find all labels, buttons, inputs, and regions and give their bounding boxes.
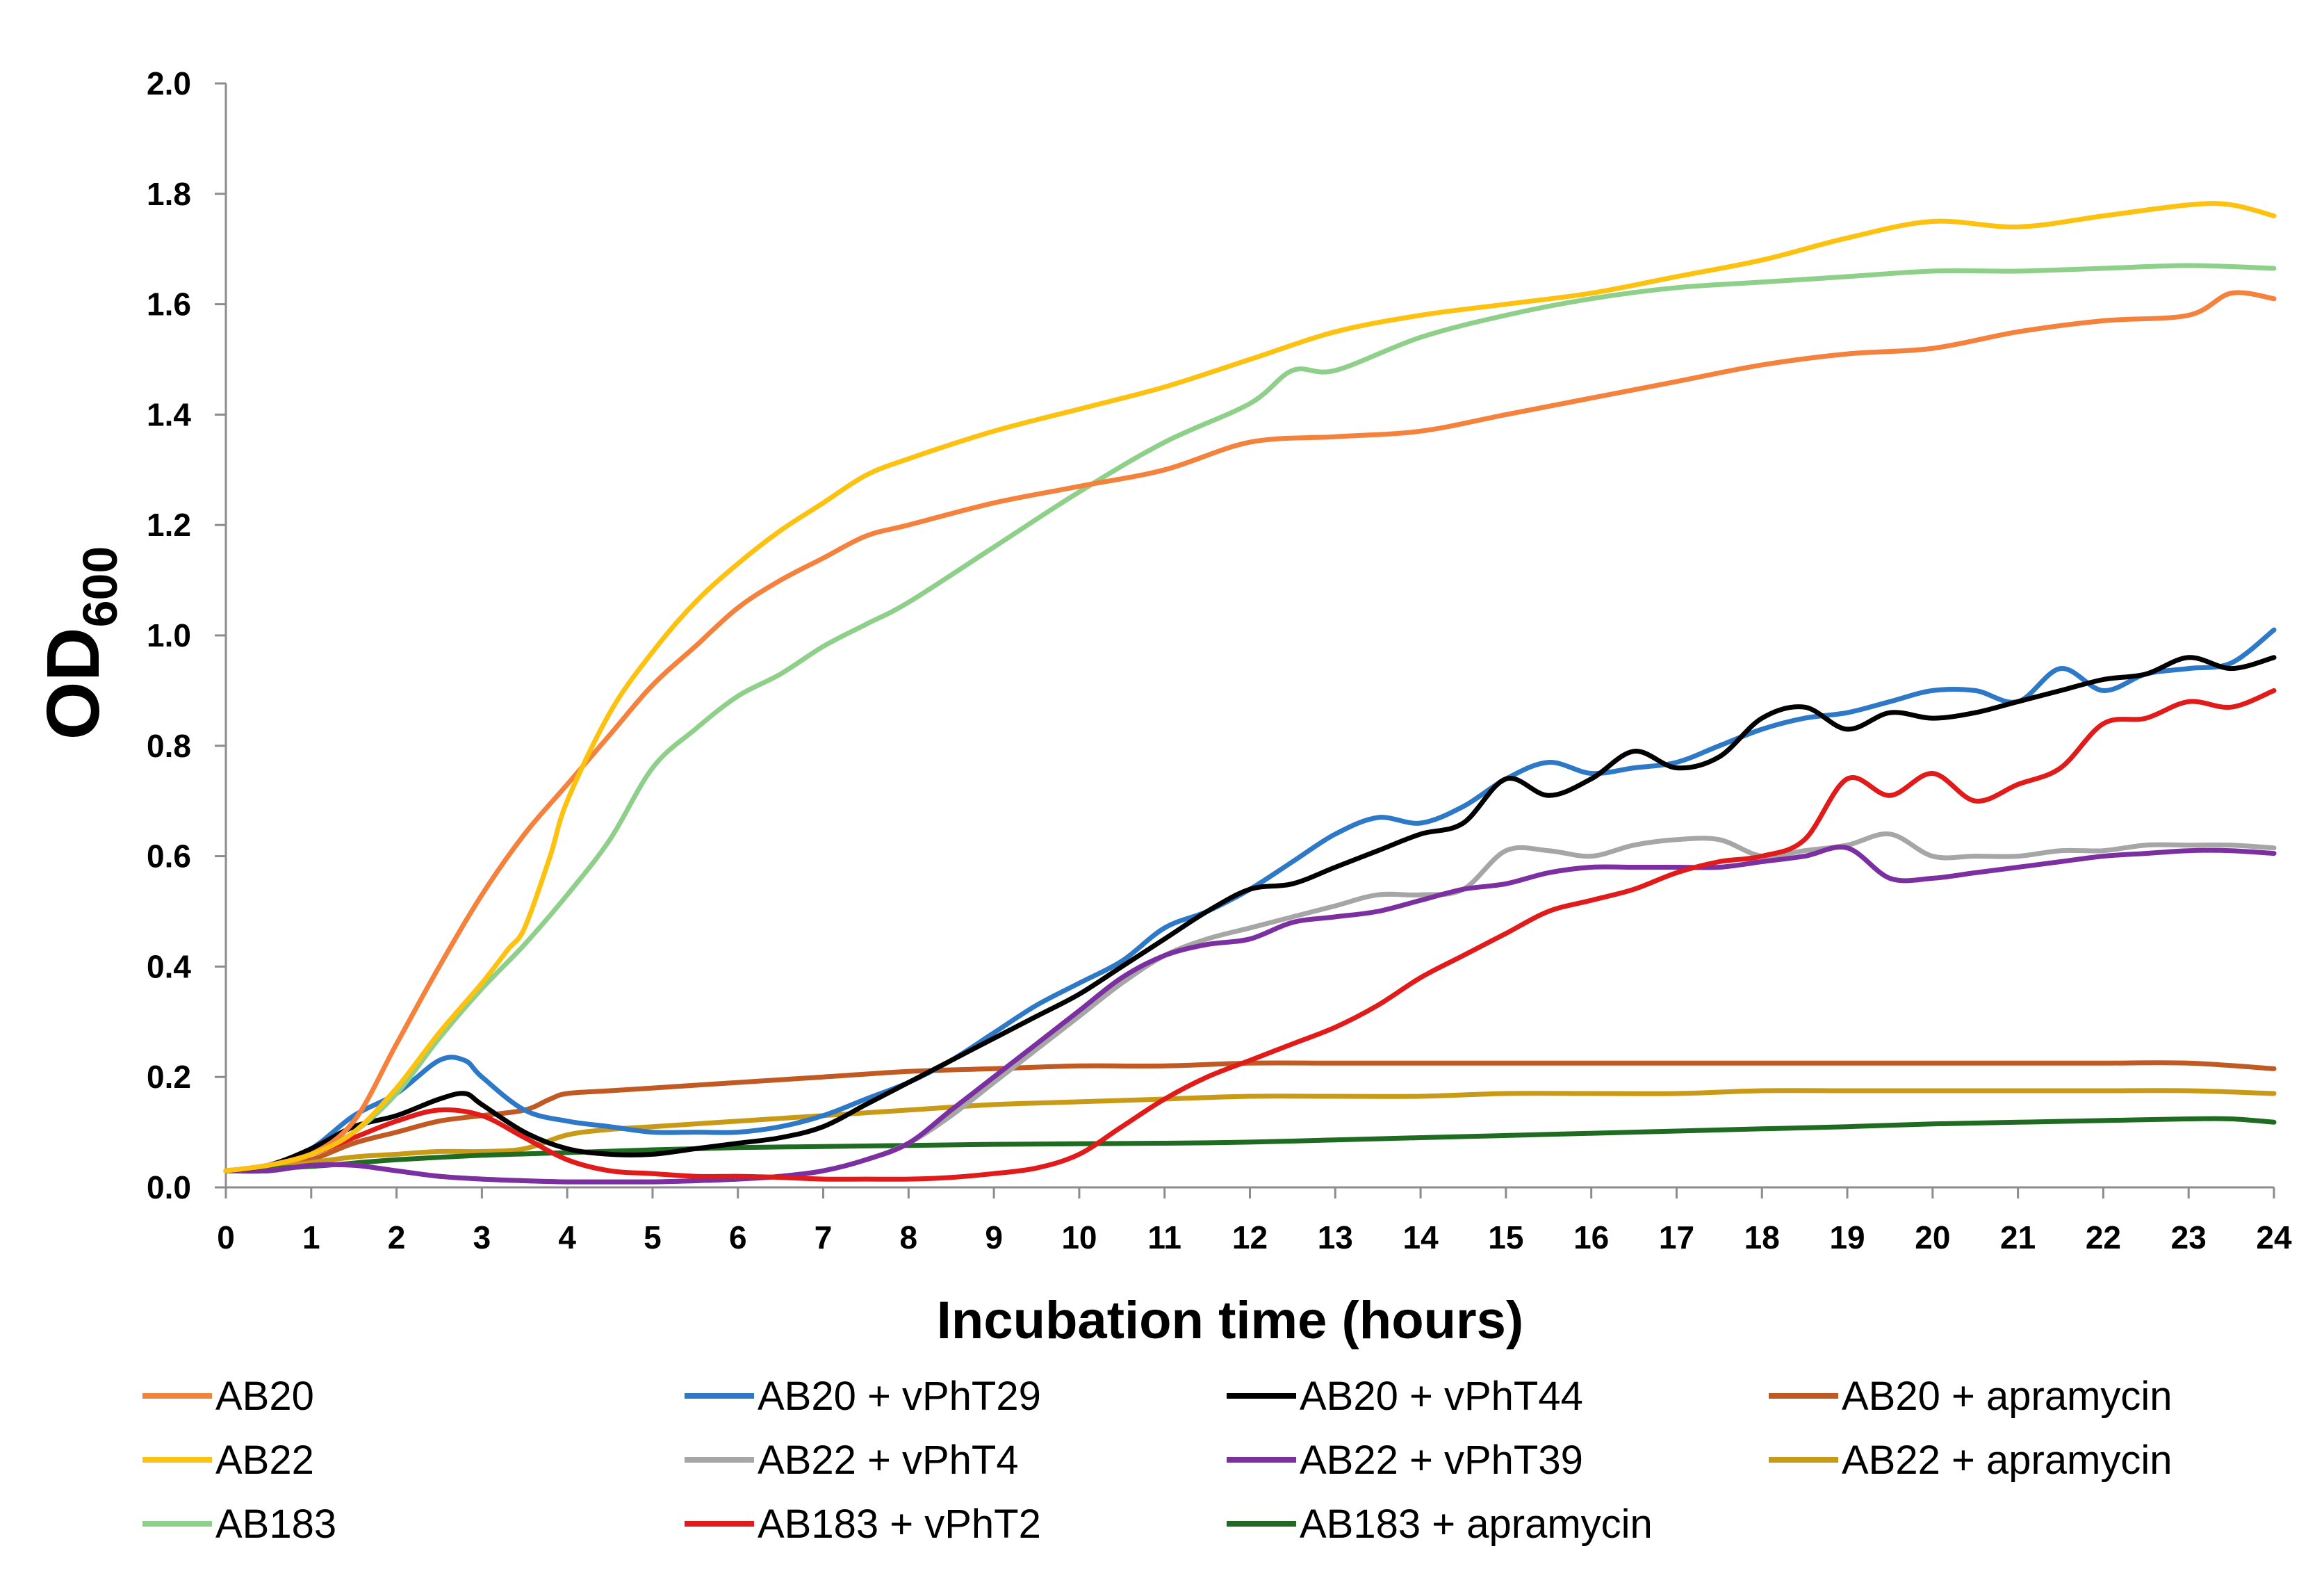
x-tick-label: 7 — [815, 1219, 833, 1255]
y-tick-label: 1.2 — [147, 507, 191, 543]
legend-entry: AB22 + vPhT39 — [1227, 1438, 1583, 1483]
legend-entry: AB20 — [142, 1374, 314, 1419]
x-tick-label: 15 — [1488, 1219, 1523, 1255]
y-axis-title-main: OD — [31, 627, 115, 740]
series-line-ab22-vpht4 — [223, 831, 2277, 1185]
x-tick-label: 2 — [388, 1219, 406, 1255]
x-tick-label: 10 — [1061, 1219, 1097, 1255]
y-tick-label: 1.0 — [147, 617, 191, 653]
y-tick-label: 1.8 — [147, 176, 191, 212]
legend-label: AB20 + vPhT29 — [758, 1374, 1041, 1419]
x-tick-label: 14 — [1402, 1219, 1439, 1255]
y-tick-label: 0.8 — [147, 728, 191, 764]
legend-label: AB22 — [215, 1438, 314, 1483]
legend-entry: AB183 — [142, 1502, 336, 1547]
x-tick-label: 16 — [1573, 1219, 1609, 1255]
legend-label: AB22 + vPhT4 — [758, 1438, 1019, 1483]
y-tick-label: 2.0 — [147, 65, 191, 101]
legend-entry: AB22 + apramycin — [1769, 1438, 2172, 1483]
legend-entry: AB183 + apramycin — [1227, 1502, 1653, 1547]
series-line-ab20-vpht44 — [223, 655, 2277, 1173]
legend: AB20 AB20 + vPhT29 AB20 + vPhT44 AB20 + apr… — [142, 1374, 2172, 1547]
legend-label: AB22 + apramycin — [1842, 1438, 2172, 1483]
x-tick-label: 24 — [2256, 1219, 2292, 1255]
x-tick-label: 6 — [729, 1219, 747, 1255]
legend-label: AB20 + apramycin — [1842, 1374, 2172, 1419]
series-line-ab183 — [223, 263, 2277, 1173]
y-tick-label: 1.4 — [147, 396, 191, 432]
x-axis-title: Incubation time (hours) — [937, 1291, 1523, 1350]
series-line-ab22-vpht39 — [223, 845, 2277, 1185]
x-tick-label: 4 — [558, 1219, 576, 1255]
x-tick-label: 18 — [1744, 1219, 1780, 1255]
legend-label: AB22 + vPhT39 — [1300, 1438, 1583, 1483]
legend-entry: AB20 + vPhT44 — [1227, 1374, 1583, 1419]
x-tick-label: 23 — [2171, 1219, 2207, 1255]
x-tick-label: 11 — [1147, 1219, 1181, 1255]
x-tick-label: 0 — [217, 1219, 235, 1255]
legend-entry: AB20 + apramycin — [1769, 1374, 2172, 1419]
y-tick-label: 0.0 — [147, 1169, 191, 1205]
x-tick-label: 12 — [1232, 1219, 1268, 1255]
x-tick-label: 1 — [302, 1219, 320, 1255]
series-line-ab20 — [223, 290, 2277, 1173]
legend-entry: AB22 + vPhT4 — [685, 1438, 1019, 1483]
x-tick-label: 17 — [1659, 1219, 1694, 1255]
legend-label: AB183 + apramycin — [1300, 1502, 1653, 1547]
legend-entry: AB183 + vPhT2 — [685, 1502, 1041, 1547]
y-tick-label: 0.6 — [147, 838, 191, 875]
x-tick-label: 5 — [644, 1219, 662, 1255]
x-tick-label: 22 — [2086, 1219, 2121, 1255]
x-tick-label: 19 — [1829, 1219, 1865, 1255]
x-tick-label: 20 — [1915, 1219, 1950, 1255]
x-tick-label: 8 — [900, 1219, 918, 1255]
y-axis-title: OD600 — [31, 546, 127, 740]
legend-label: AB183 — [215, 1502, 336, 1547]
y-axis-title-subscript: 600 — [73, 546, 127, 628]
x-tick-label: 21 — [2000, 1219, 2036, 1255]
legend-label: AB183 + vPhT2 — [758, 1502, 1041, 1547]
legend-label: AB20 — [215, 1374, 314, 1419]
legend-entry: AB22 — [142, 1438, 314, 1483]
y-tick-label: 0.2 — [147, 1059, 191, 1095]
x-tick-label: 13 — [1318, 1219, 1353, 1255]
y-tick-label: 0.4 — [147, 948, 191, 984]
axes: 0.00.20.40.60.81.01.21.41.61.82.00 1 2 3 4 5 6… — [147, 65, 2292, 1255]
series-line-ab183-vpht2 — [223, 688, 2277, 1182]
series-line-ab183-apramycin — [223, 1116, 2277, 1173]
x-tick-label: 3 — [473, 1219, 491, 1255]
legend-entry: AB20 + vPhT29 — [685, 1374, 1041, 1419]
series-line-ab22 — [223, 201, 2277, 1173]
legend-label: AB20 + vPhT44 — [1300, 1374, 1583, 1419]
series-line-ab22-apramycin — [223, 1088, 2277, 1173]
x-tick-label: 9 — [985, 1219, 1003, 1255]
y-tick-label: 1.6 — [147, 286, 191, 323]
series-lines — [223, 201, 2277, 1185]
